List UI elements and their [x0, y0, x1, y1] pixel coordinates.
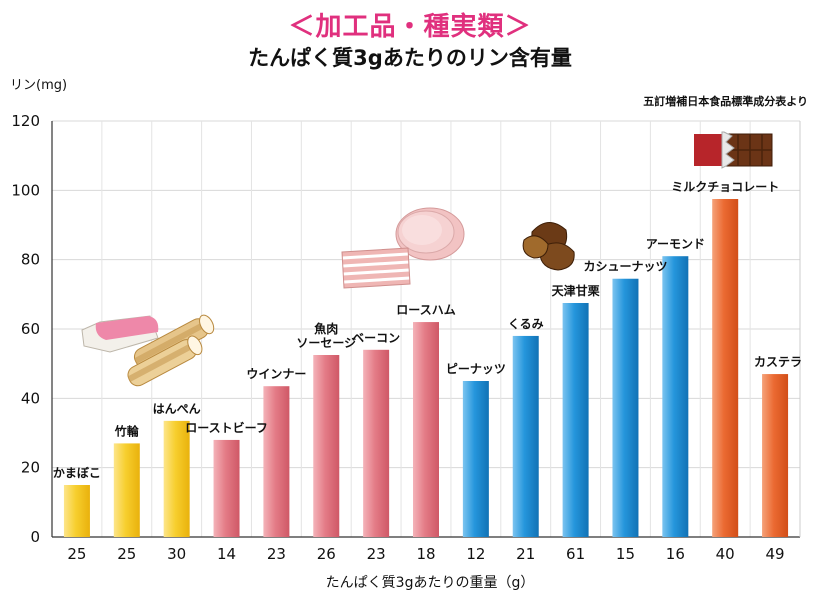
bar-1: [63, 485, 90, 537]
y-tick-label: 60: [21, 320, 40, 338]
chestnut-illustration: [522, 222, 575, 271]
bar-4: [213, 439, 240, 537]
x-tick-label: 30: [167, 545, 186, 563]
bar-12: [612, 278, 639, 537]
y-tick-label: 120: [11, 112, 40, 130]
bar-data-label: ウインナー: [246, 367, 306, 381]
x-tick-label: 23: [367, 545, 386, 563]
bars: [63, 199, 789, 537]
x-tick-label: 15: [616, 545, 635, 563]
x-tick-label: 16: [666, 545, 685, 563]
chart-subtitle: たんぱく質3gあたりのリン含有量: [248, 46, 572, 70]
bar-data-label: カステラ: [754, 355, 802, 369]
x-tick-label: 49: [766, 545, 785, 563]
bar-data-label: ロースハム: [396, 303, 455, 317]
bar-9: [462, 381, 489, 537]
bar-6: [313, 355, 340, 537]
x-tick-label: 12: [466, 545, 485, 563]
bar-3: [163, 420, 190, 537]
chart-title: ＜加工品・種実類＞: [288, 12, 532, 42]
y-tick-label: 100: [11, 181, 40, 199]
bacon-ham-illustration: [341, 207, 465, 289]
bar-data-label: アーモンド: [646, 237, 705, 251]
bar-15: [762, 374, 789, 537]
x-tick-label: 14: [217, 545, 236, 563]
x-tick-label: 26: [317, 545, 336, 563]
x-ticks: 25 25 30 14 23 26 23 18 12 21 61 15 16 40 49: [67, 545, 784, 563]
bar-data-label: ベーコン: [352, 331, 400, 345]
bar-data-label: 魚肉: [314, 321, 338, 336]
y-axis-label: リン(mg): [10, 78, 68, 93]
x-tick-label: 61: [566, 545, 585, 563]
x-tick-label: 18: [416, 545, 435, 563]
bar-13: [662, 256, 689, 537]
kamaboko-chikuwa-illustration: [81, 314, 215, 387]
bar-data-label: ミルクチョコレート: [671, 180, 779, 194]
bar-data-label: ローストビーフ: [185, 420, 268, 435]
y-tick-label: 80: [21, 251, 40, 269]
bar-5: [263, 386, 290, 537]
x-tick-label: 40: [716, 545, 735, 563]
bar-2: [113, 443, 140, 537]
bar-10: [512, 335, 539, 537]
bar-data-label: くるみ: [508, 317, 544, 331]
bar-data-label: ピーナッツ: [446, 362, 506, 376]
bar-8: [413, 322, 439, 537]
x-tick-label: 25: [67, 545, 86, 563]
x-tick-label: 25: [117, 545, 136, 563]
x-tick-label: 23: [267, 545, 286, 563]
source-note: 五訂増補日本食品標準成分表より: [643, 95, 808, 108]
bar-data-label: はんぺん: [153, 402, 201, 416]
bar-11: [562, 303, 589, 537]
bar-data-label: かまぼこ: [53, 466, 101, 480]
y-ticks: 0 20 40 60 80 100 120: [11, 112, 40, 546]
y-tick-label: 20: [21, 459, 40, 477]
bar-14: [712, 199, 739, 537]
x-tick-label: 21: [516, 545, 535, 563]
bar-data-label: ソーセージ: [296, 336, 356, 350]
bar-data-label: 竹輪: [114, 423, 140, 438]
bar-data-label: 天津甘栗: [552, 283, 600, 298]
y-tick-label: 0: [30, 528, 40, 546]
x-axis-label: たんぱく質3gあたりの重量（g）: [325, 575, 535, 591]
bar-7: [363, 349, 390, 537]
chocolate-illustration: [694, 131, 773, 169]
y-tick-label: 40: [21, 389, 40, 407]
bar-data-label: カシューナッツ: [583, 260, 667, 274]
